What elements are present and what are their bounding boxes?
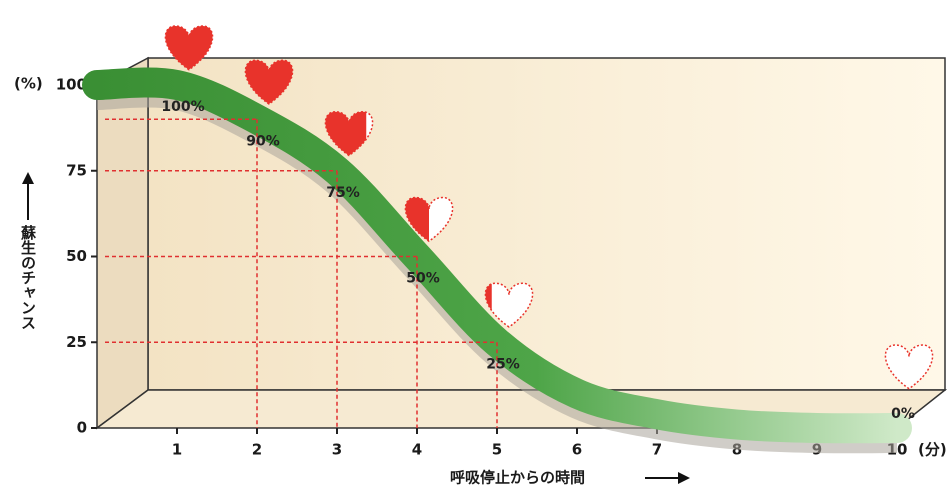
heart-fill	[405, 197, 429, 242]
y-tick-label: 100	[56, 76, 87, 94]
x-tick-label: 6	[572, 441, 582, 459]
x-tick-label: 2	[252, 441, 262, 459]
heart-fill	[325, 111, 367, 156]
heart-outline	[884, 344, 934, 390]
y-axis-label: 蘇生のチャンス	[19, 224, 37, 330]
x-axis-title: 呼吸停止からの時間	[450, 469, 690, 487]
y-unit: (%)	[14, 75, 43, 93]
value-label: 75%	[326, 185, 360, 201]
heart	[244, 59, 294, 105]
heart	[164, 25, 214, 71]
heart	[404, 196, 454, 243]
value-label: 50%	[406, 271, 440, 287]
back-wall	[147, 57, 946, 391]
y-tick-label: 0	[77, 419, 87, 437]
arrow-head	[678, 472, 690, 484]
y-tick-label: 50	[66, 247, 87, 265]
x-tick-label: 5	[492, 441, 502, 459]
y-tick-label: 75	[66, 161, 87, 179]
heart	[484, 282, 534, 328]
y-axis-title: 蘇生のチャンス	[19, 172, 37, 330]
x-tick-label: 4	[412, 441, 422, 459]
x-axis-label: 呼吸停止からの時間	[450, 469, 585, 487]
value-label: 0%	[891, 406, 915, 422]
value-label: 100%	[161, 99, 204, 115]
heart-fill	[485, 283, 492, 311]
x-tick-label: 1	[172, 441, 182, 459]
arrow-head	[22, 172, 34, 184]
value-label: 90%	[246, 133, 280, 149]
x-unit: (分)	[918, 441, 947, 459]
heart-fill	[165, 26, 213, 70]
x-tick-label: 3	[332, 441, 342, 459]
side-wall	[96, 56, 149, 430]
x-tick-label: 7	[652, 441, 662, 459]
heart	[324, 110, 374, 157]
heart	[884, 344, 934, 390]
curve	[82, 67, 912, 444]
heart-fill	[245, 60, 293, 104]
y-tick-label: 25	[66, 333, 87, 351]
value-label: 25%	[486, 356, 520, 372]
